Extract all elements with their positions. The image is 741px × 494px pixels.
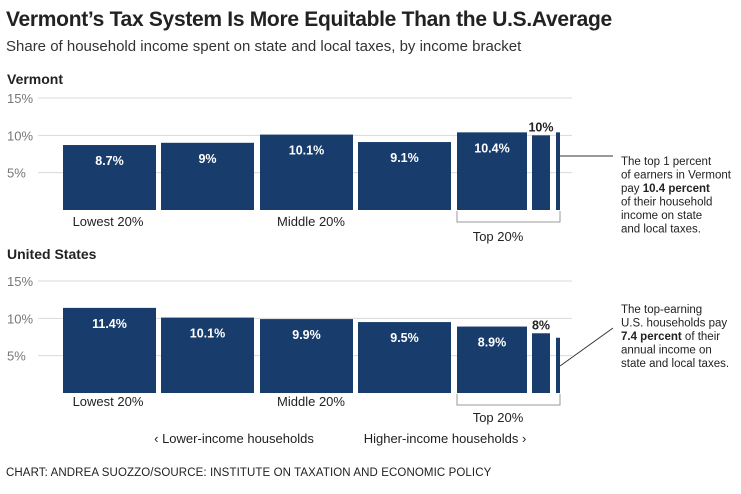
top-20-bracket [456, 394, 561, 406]
group-label: Lowest 20% [73, 394, 144, 409]
group-label: Top 20% [473, 410, 524, 425]
bar-1 [63, 145, 156, 210]
lower-income-label: ‹ Lower-income households [154, 431, 314, 446]
bar-4 [358, 142, 451, 210]
chart-panel-vermont: Vermont 5% 10% 15% 8.7% 9% 10.1% 9.1% 10.4% 10% Lo… [7, 71, 732, 244]
bar-value-label: 9.9% [292, 328, 321, 342]
bar-value-label: 8.7% [95, 154, 124, 168]
bar-3 [260, 319, 353, 393]
annotation-text: The top-earning U.S. households pay 7.4 pe… [621, 304, 729, 370]
bar-value-label: 9.5% [390, 331, 419, 345]
bar-5 [457, 326, 527, 393]
annotation-leader [559, 327, 614, 367]
bar-value-label: 10.1% [289, 144, 324, 158]
annotation-text: The top 1 percent of earners in Vermont pa… [621, 156, 732, 236]
chart-subtitle: Share of household income spent on state… [6, 38, 522, 55]
bar-value-label: 9.1% [390, 151, 419, 165]
chart-credit: CHART: ANDREA SUOZZO/SOURCE: INSTITUTE O… [6, 467, 492, 479]
higher-income-label: Higher-income households › [364, 431, 527, 446]
bar-4 [358, 322, 451, 393]
group-label: Middle 20% [277, 214, 345, 229]
bar-value-label: 10.4% [474, 141, 509, 155]
y-tick-label: 15% [7, 91, 33, 106]
bar-value-label: 10.1% [190, 327, 225, 341]
bar-2 [161, 317, 254, 393]
bar-1 [63, 307, 156, 393]
chart-title: Vermont’s Tax System Is More Equitable T… [6, 8, 612, 31]
bar-6 [532, 333, 550, 393]
top-20-bracket [456, 211, 561, 223]
group-label: Lowest 20% [73, 214, 144, 229]
bar-7 [556, 132, 560, 210]
panel-title: Vermont [7, 71, 63, 87]
y-tick-label: 5% [7, 166, 26, 181]
bar-value-label: 9% [198, 152, 216, 166]
bar-value-label: 8% [532, 318, 550, 332]
bar-value-label: 10% [528, 120, 553, 134]
panel-title: United States [7, 246, 97, 262]
bar-3 [260, 134, 353, 210]
bar-value-label: 11.4% [92, 317, 127, 331]
bar-5 [457, 132, 527, 210]
y-tick-label: 10% [7, 311, 33, 326]
bar-value-label: 8.9% [478, 336, 507, 350]
y-tick-label: 10% [7, 128, 33, 143]
chart-panel-united-states: United States 5% 10% 15% 11.4% 10.1% 9.9% 9.5% 8… [7, 246, 729, 425]
bar-6 [532, 135, 550, 210]
y-tick-label: 5% [7, 349, 26, 364]
y-tick-label: 15% [7, 274, 33, 289]
bar-2 [161, 142, 254, 210]
bar-7 [556, 337, 560, 393]
group-label: Middle 20% [277, 394, 345, 409]
group-label: Top 20% [473, 229, 524, 244]
